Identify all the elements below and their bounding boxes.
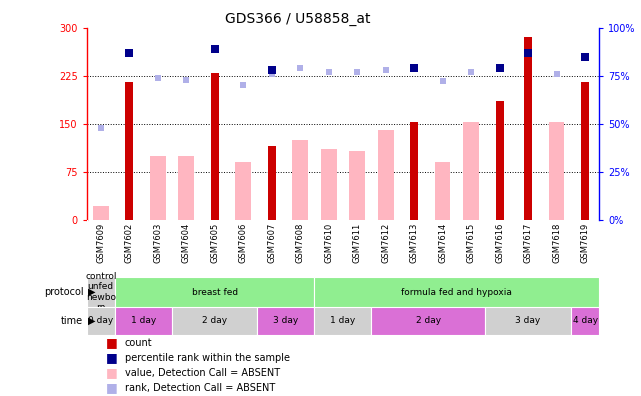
Text: time: time: [61, 316, 83, 326]
Text: protocol: protocol: [44, 287, 83, 297]
Text: GSM7612: GSM7612: [381, 223, 390, 263]
Bar: [321, 149, 337, 220]
Text: 1 day: 1 day: [131, 316, 156, 325]
Text: GSM7613: GSM7613: [410, 223, 419, 263]
Text: GSM7619: GSM7619: [581, 223, 590, 263]
Bar: [378, 130, 394, 220]
Bar: [315, 307, 371, 335]
Bar: [150, 156, 165, 220]
Text: GSM7618: GSM7618: [552, 223, 561, 263]
Bar: [87, 277, 115, 307]
Text: GSM7614: GSM7614: [438, 223, 447, 263]
Bar: [571, 307, 599, 335]
Text: percentile rank within the sample: percentile rank within the sample: [125, 352, 290, 363]
Bar: [410, 122, 418, 220]
Text: formula fed and hypoxia: formula fed and hypoxia: [401, 287, 512, 297]
Text: 1 day: 1 day: [330, 316, 356, 325]
Text: GSM7605: GSM7605: [210, 223, 219, 263]
Bar: [258, 307, 315, 335]
Bar: [125, 82, 133, 220]
Text: GSM7602: GSM7602: [125, 223, 134, 263]
Text: value, Detection Call = ABSENT: value, Detection Call = ABSENT: [125, 367, 280, 378]
Text: 4 day: 4 day: [572, 316, 597, 325]
Text: GSM7609: GSM7609: [96, 223, 105, 263]
Text: GSM7610: GSM7610: [324, 223, 333, 263]
Text: ■: ■: [106, 336, 117, 349]
Text: GSM7606: GSM7606: [238, 223, 247, 263]
Text: ▶: ▶: [88, 287, 96, 297]
Text: GSM7611: GSM7611: [353, 223, 362, 263]
Text: ■: ■: [106, 351, 117, 364]
Bar: [292, 140, 308, 220]
Bar: [315, 277, 599, 307]
Text: GSM7616: GSM7616: [495, 223, 504, 263]
Text: 2 day: 2 day: [416, 316, 441, 325]
Bar: [495, 101, 504, 220]
Bar: [435, 162, 451, 220]
Text: GSM7603: GSM7603: [153, 223, 162, 263]
Bar: [549, 122, 565, 220]
Text: ▶: ▶: [88, 316, 96, 326]
Text: ■: ■: [106, 366, 117, 379]
Bar: [211, 72, 219, 220]
Text: breast fed: breast fed: [192, 287, 238, 297]
Text: 0 day: 0 day: [88, 316, 113, 325]
Bar: [235, 162, 251, 220]
Text: GDS366 / U58858_at: GDS366 / U58858_at: [226, 12, 370, 26]
Bar: [115, 307, 172, 335]
Bar: [485, 307, 571, 335]
Bar: [524, 37, 532, 220]
Bar: [178, 156, 194, 220]
Text: ■: ■: [106, 381, 117, 394]
Bar: [93, 206, 108, 220]
Text: GSM7617: GSM7617: [524, 223, 533, 263]
Text: GSM7604: GSM7604: [182, 223, 191, 263]
Bar: [581, 82, 589, 220]
Text: GSM7608: GSM7608: [296, 223, 304, 263]
Text: count: count: [125, 337, 153, 348]
Text: 3 day: 3 day: [273, 316, 299, 325]
Bar: [268, 146, 276, 220]
Bar: [463, 122, 479, 220]
Text: 3 day: 3 day: [515, 316, 541, 325]
Text: 2 day: 2 day: [202, 316, 228, 325]
Bar: [115, 277, 315, 307]
Bar: [172, 307, 258, 335]
Text: rank, Detection Call = ABSENT: rank, Detection Call = ABSENT: [125, 383, 275, 393]
Text: GSM7607: GSM7607: [267, 223, 276, 263]
Bar: [87, 307, 115, 335]
Text: GSM7615: GSM7615: [467, 223, 476, 263]
Text: control
unfed
newbo
rn: control unfed newbo rn: [85, 272, 117, 312]
Bar: [349, 151, 365, 220]
Bar: [371, 307, 485, 335]
